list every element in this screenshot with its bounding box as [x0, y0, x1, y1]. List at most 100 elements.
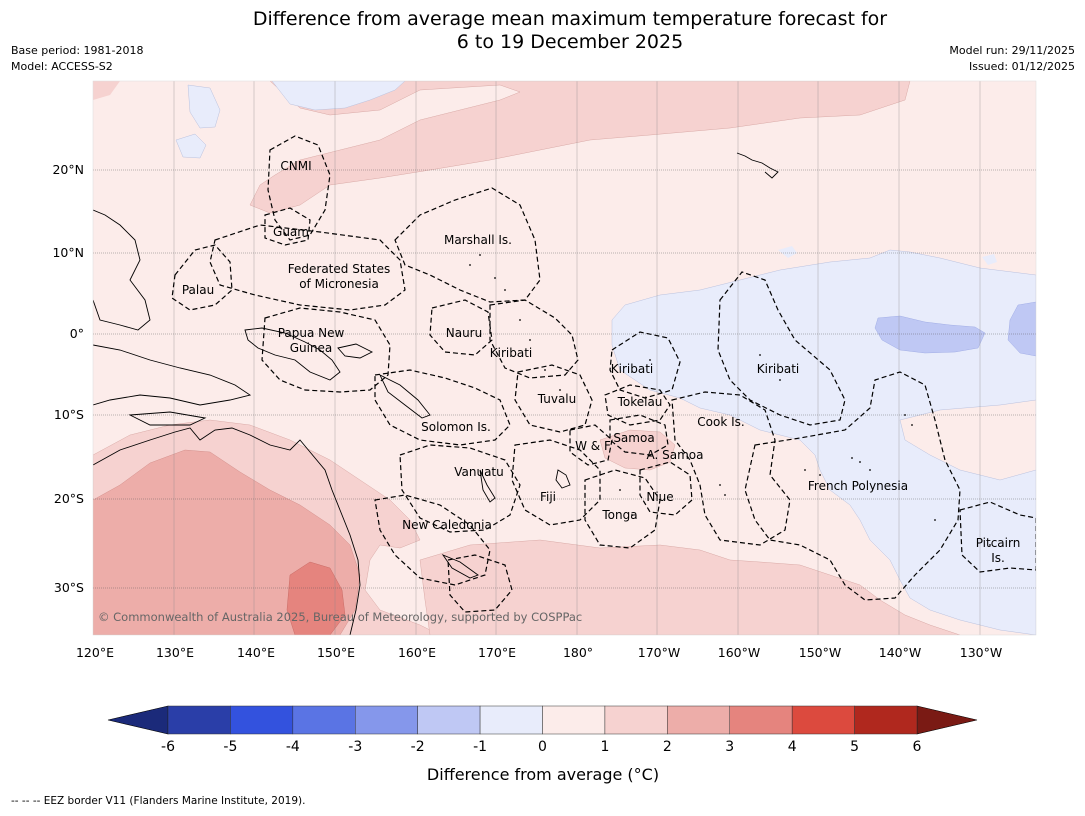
lon-tick: 160°W	[718, 645, 760, 660]
eez-fsm	[209, 224, 406, 311]
map-frame	[92, 80, 1037, 636]
label-cnmi: CNMI	[280, 159, 311, 173]
lat-tick: 10°N	[52, 245, 84, 260]
colorbar-segment	[417, 705, 481, 735]
colorbar-segment	[479, 705, 543, 735]
eez-png	[261, 307, 391, 393]
title-line-1: Difference from average mean maximum tem…	[252, 8, 888, 30]
copyright-text: © Commonwealth of Australia 2025, Bureau…	[98, 610, 582, 624]
label-asamoa: A. Samoa	[647, 448, 704, 462]
label-frpoly: French Polynesia	[808, 479, 908, 493]
lon-tick: 130°E	[156, 645, 194, 660]
region-labels: CNMI Guam Marshall Is. Federated States …	[182, 159, 1020, 565]
label-niue: Niue	[646, 490, 673, 504]
blue-patch-small-east	[778, 246, 797, 258]
colorbar-tick-label: 0	[538, 739, 547, 755]
colorbar-label: Difference from average (°C)	[427, 765, 659, 784]
lat-tick: 0°	[70, 326, 84, 341]
anomaly-north-band	[249, 81, 911, 214]
label-wf: W & F	[575, 439, 611, 453]
colorbar-tick-label: 1	[600, 739, 609, 755]
anomaly-mid-red-blob	[599, 429, 676, 471]
eez-kiribati-phoenix	[609, 331, 681, 399]
eez-vanuatu	[399, 444, 521, 533]
lon-tick: 180°	[563, 645, 593, 660]
map-area: CNMI Guam Marshall Is. Federated States …	[93, 81, 1036, 635]
colorbar-tick-label: -3	[348, 739, 362, 755]
colorbar-segment	[791, 705, 855, 735]
label-tonga: Tonga	[601, 508, 637, 522]
eez-cnmi	[267, 135, 331, 241]
label-kiribati-east: Kiribati	[757, 362, 799, 376]
lat-tick: 30°S	[54, 580, 84, 595]
base-period: Base period: 1981-2018	[11, 44, 144, 57]
label-fsm-2: of Micronesia	[299, 277, 379, 291]
eez-kiribati-gilbert	[489, 299, 579, 379]
anomaly-se-pink	[899, 399, 1036, 481]
eez-guam	[264, 207, 311, 246]
meta-right: Model run: 29/11/2025 Issued: 01/12/2025	[949, 43, 1075, 75]
meridians	[173, 81, 981, 635]
anomaly-nw-patch	[93, 81, 120, 100]
label-tokelau: Tokelau	[617, 395, 663, 409]
coast-hawaii	[736, 152, 779, 179]
colorbar-over-arrow	[916, 705, 978, 735]
coast-timor	[128, 411, 207, 426]
colorbar: -6 -5 -4 -3 -2 -1 0 1 2 3 4 5 6	[107, 705, 978, 755]
eez-cook	[671, 391, 791, 546]
colorbar-tick-label: 2	[663, 739, 672, 755]
lon-tick: 120°E	[76, 645, 114, 660]
colorbar-tick-label: 3	[725, 739, 734, 755]
eez-tuvalu	[514, 364, 593, 433]
anomaly-mid-blue-1	[874, 315, 986, 354]
coast-png	[244, 327, 341, 381]
coast-solomon	[379, 374, 431, 419]
lat-tick: 20°S	[54, 491, 84, 506]
label-palau: Palau	[182, 283, 214, 297]
label-kiribati-west: Kiribati	[490, 346, 532, 360]
coast-fiji	[555, 469, 571, 489]
lat-tick: 10°S	[54, 407, 84, 422]
title-line-2: 6 to 19 December 2025	[456, 31, 684, 53]
blue-patch-small-east2	[982, 254, 997, 265]
eez-solomon	[374, 369, 511, 446]
colorbar-tick-label: 6	[913, 739, 922, 755]
issued-date: Issued: 01/12/2025	[968, 60, 1075, 73]
anomaly-sw-strong	[286, 561, 346, 635]
eez-borders	[171, 135, 1036, 613]
colorbar-tick-label: 5	[850, 739, 859, 755]
label-newcal: New Caledonia	[402, 518, 492, 532]
colorbar-tick-label: 4	[788, 739, 797, 755]
label-nauru: Nauru	[446, 326, 482, 340]
colorbar-segment	[667, 705, 730, 735]
label-marshall: Marshall Is.	[444, 233, 512, 247]
colorbar-tick-label: -5	[223, 739, 237, 755]
lon-tick: 150°E	[317, 645, 355, 660]
colorbar-under-arrow	[107, 705, 169, 735]
colorbar-tick-label: -4	[286, 739, 300, 755]
lon-tick: 160°E	[398, 645, 436, 660]
footnote: -- -- -- EEZ border V11 (Flanders Marine…	[11, 795, 306, 807]
coast-newbritain	[337, 343, 374, 359]
blue-patch-nw2	[175, 133, 207, 159]
colorbar-segment	[355, 705, 418, 735]
coast-vanuatu	[479, 469, 496, 503]
lon-tick: 140°E	[237, 645, 275, 660]
coast-phil	[93, 209, 151, 331]
eez-niue	[639, 461, 693, 516]
blue-patch-north	[271, 81, 406, 111]
blue-patch-nw1	[187, 84, 221, 129]
coast-indonesia	[93, 344, 252, 406]
colorbar-segment	[542, 705, 606, 735]
lat-tick: 20°N	[52, 162, 84, 177]
eez-wf	[569, 424, 613, 466]
colorbar-tick-label: -1	[473, 739, 487, 755]
eez-tonga	[584, 469, 661, 549]
colorbar-segment	[854, 705, 918, 735]
label-guam: Guam	[273, 225, 309, 239]
meta-left: Base period: 1981-2018 Model: ACCESS-S2	[11, 43, 143, 75]
anomaly-south-band	[419, 539, 961, 635]
eez-fiji	[511, 439, 601, 526]
eez-marshall	[394, 187, 541, 303]
